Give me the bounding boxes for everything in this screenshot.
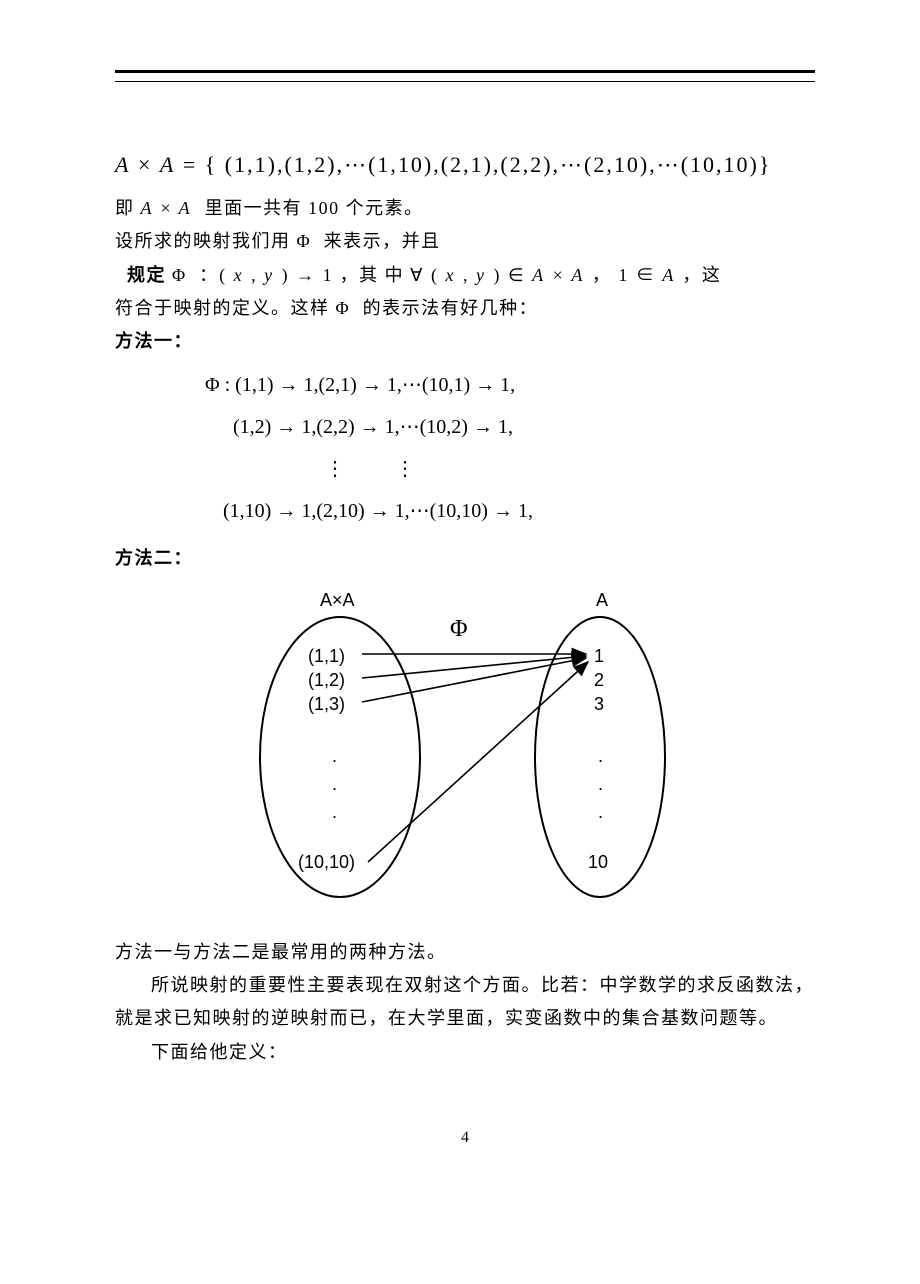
m1-row1: Φ : (1,1) → 1,(2,1) → 1,⋯(10,1) → 1, xyxy=(205,364,815,406)
text-let-mapping: 设所求的映射我们用 Φ 来表示，并且 xyxy=(115,225,815,258)
left-item: (1,1) xyxy=(308,646,345,666)
method2-label: 方法二： xyxy=(115,542,815,575)
left-item: (1,2) xyxy=(308,670,345,690)
header-rule-thin xyxy=(115,81,815,82)
para-define-next: 下面给他定义： xyxy=(115,1036,815,1069)
page-number: 4 xyxy=(115,1129,815,1147)
mapping-diagram: A×A A Φ (1,1) (1,2) (1,3) . . . (10,10) … xyxy=(115,592,815,912)
equation-AxA-set: A × A = { (1,1),(1,2),⋯(1,10),(2,1),(2,2… xyxy=(115,152,815,178)
left-item-dot: . xyxy=(332,774,337,794)
method1-label: 方法一： xyxy=(115,325,815,358)
left-item: (1,3) xyxy=(308,694,345,714)
right-item-dot: . xyxy=(598,774,603,794)
left-item: (10,10) xyxy=(298,852,355,872)
mapping-svg: A×A A Φ (1,1) (1,2) (1,3) . . . (10,10) … xyxy=(230,592,700,912)
m1-row2: (1,2) → 1,(2,2) → 1,⋯(10,2) → 1, xyxy=(233,406,815,448)
right-item-dot: . xyxy=(598,746,603,766)
right-item: 10 xyxy=(588,852,608,872)
para-common-methods: 方法一与方法二是最常用的两种方法。 xyxy=(115,936,815,969)
right-item: 1 xyxy=(594,646,604,666)
method1-listing: Φ : (1,1) → 1,(2,1) → 1,⋯(10,1) → 1, (1,… xyxy=(205,364,815,532)
m1-row3: ⋮⋮ xyxy=(325,448,815,490)
diagram-map-label: Φ xyxy=(450,616,468,642)
right-item: 3 xyxy=(594,694,604,714)
text-rule-define: 规定 Φ ：( x , y ) → 1 ，其 中 ∀ ( x , y ) ∈ A… xyxy=(115,259,815,292)
right-item: 2 xyxy=(594,670,604,690)
map-arrow xyxy=(368,662,588,862)
right-item-dot: . xyxy=(598,802,603,822)
diagram-left-set-label: A×A xyxy=(320,592,355,610)
left-item-dot: . xyxy=(332,746,337,766)
header-rule-thick xyxy=(115,70,815,77)
para-importance: 所说映射的重要性主要表现在双射这个方面。比若：中学数学的求反函数法，就是求已知映… xyxy=(115,969,815,1036)
text-rule-tail: 符合于映射的定义。这样 Φ 的表示法有好几种： xyxy=(115,292,815,325)
text-element-count: 即 A × A 里面一共有 100 个元素。 xyxy=(115,192,815,225)
left-item-dot: . xyxy=(332,802,337,822)
m1-row4: (1,10) → 1,(2,10) → 1,⋯(10,10) → 1, xyxy=(223,490,815,532)
diagram-right-set-label: A xyxy=(596,592,608,610)
map-arrow xyxy=(362,656,586,678)
